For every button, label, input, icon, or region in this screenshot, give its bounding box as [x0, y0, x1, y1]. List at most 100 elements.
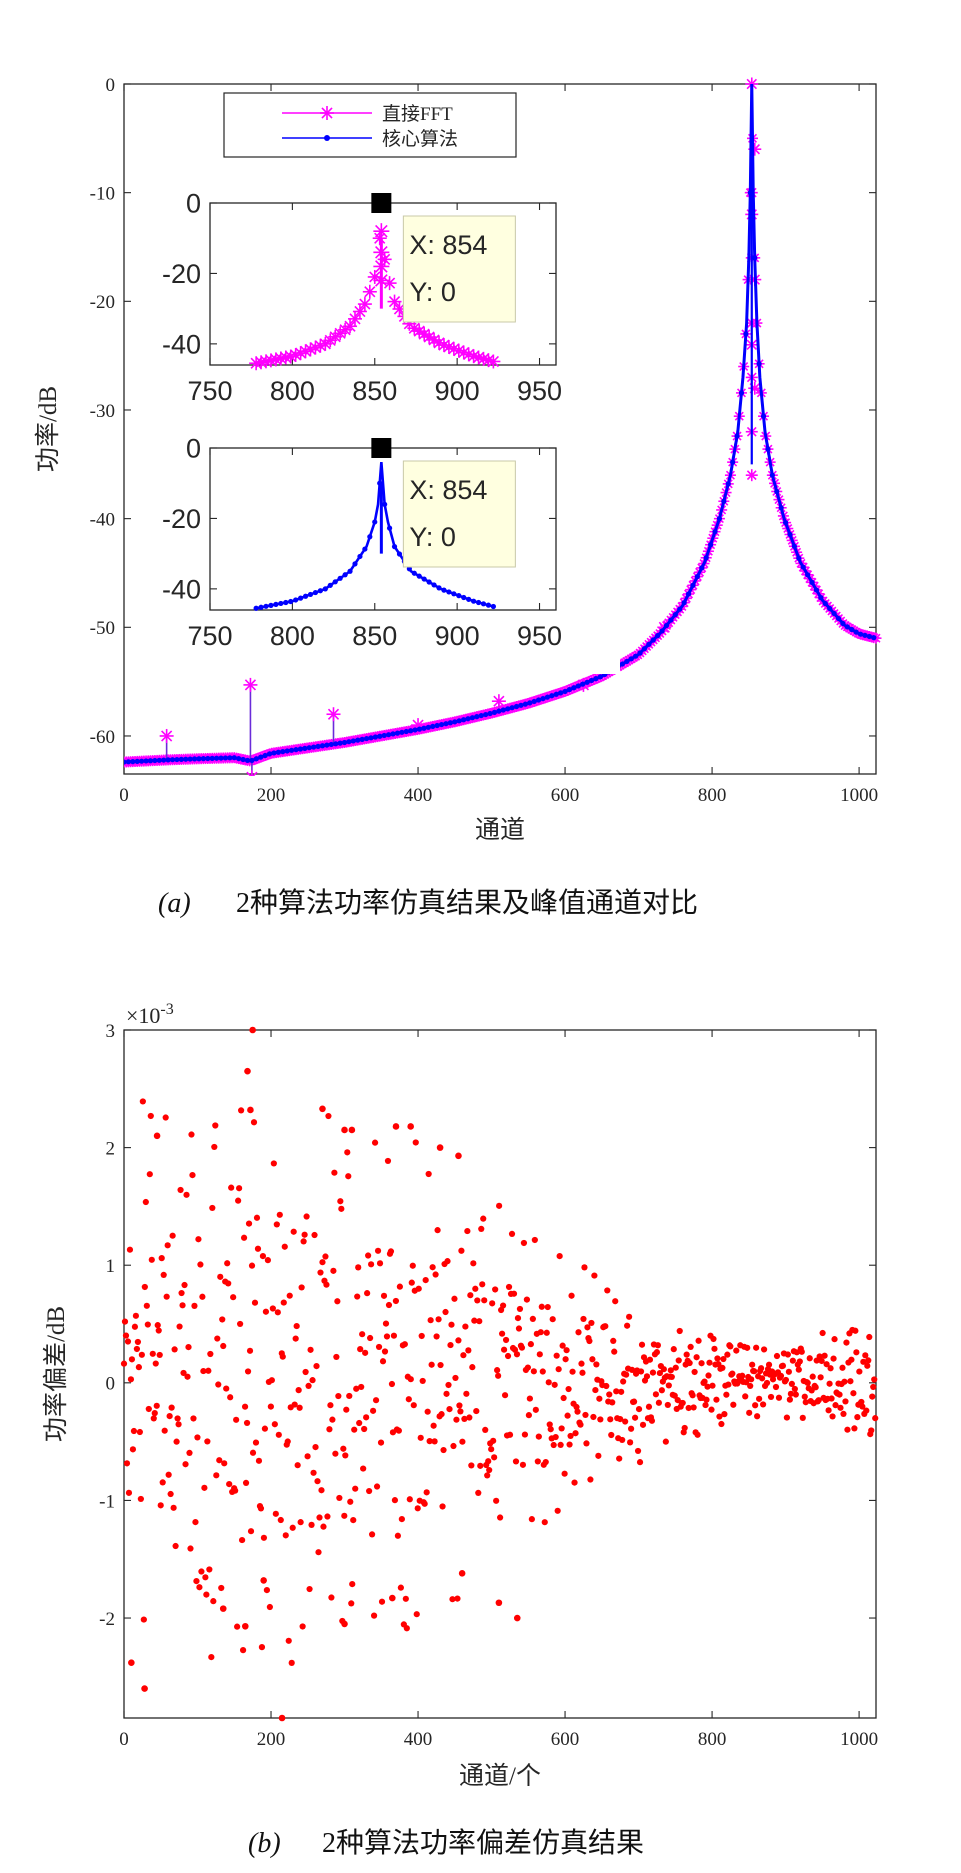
core-algorithm-marker	[280, 749, 286, 755]
core-algorithm-marker	[818, 595, 824, 601]
core-algorithm-marker	[218, 755, 224, 761]
inset-marker	[357, 553, 363, 560]
y-tick-label: 1	[106, 1256, 116, 1277]
data-point	[337, 1198, 344, 1205]
data-point	[323, 1281, 330, 1288]
core-algorithm-marker	[760, 413, 767, 419]
data-point	[412, 1139, 419, 1146]
data-point	[710, 1335, 717, 1343]
data-point	[152, 1360, 159, 1367]
inset-marker	[352, 304, 367, 319]
data-point	[512, 1458, 520, 1465]
data-point	[843, 1339, 850, 1346]
data-point	[220, 1342, 227, 1350]
data-point	[608, 1431, 615, 1439]
core-algorithm-marker	[487, 710, 493, 717]
data-point	[516, 1305, 524, 1313]
data-point	[401, 1341, 408, 1348]
data-point	[134, 1338, 141, 1346]
data-point	[394, 1532, 401, 1539]
data-point	[836, 1391, 843, 1398]
y-tick-label: 0	[186, 189, 201, 219]
data-point	[354, 1293, 361, 1300]
data-point	[272, 1510, 279, 1517]
data-point	[713, 1396, 720, 1403]
data-point	[769, 1376, 777, 1383]
data-point	[429, 1264, 436, 1271]
data-point	[189, 1172, 196, 1179]
data-point	[127, 1376, 135, 1383]
data-point	[793, 1349, 800, 1356]
y-tick-label: -1	[99, 1491, 115, 1512]
data-point	[546, 1421, 553, 1428]
data-point	[693, 1354, 700, 1361]
data-point	[341, 1126, 348, 1134]
data-point	[248, 1262, 256, 1269]
data-point	[155, 1327, 162, 1334]
core-algorithm-marker	[319, 743, 326, 749]
data-point	[368, 1261, 375, 1268]
x-tick-label: 850	[352, 376, 397, 406]
data-point	[527, 1341, 534, 1348]
data-point	[457, 1408, 464, 1415]
data-point	[686, 1359, 693, 1367]
data-point	[559, 1342, 566, 1349]
y-tick-label: -40	[162, 575, 201, 605]
data-point	[319, 1259, 326, 1266]
data-point	[756, 1395, 763, 1402]
data-point	[742, 1393, 749, 1400]
inset-marker	[466, 596, 472, 602]
core-algorithm-marker	[633, 653, 639, 659]
plot-area	[124, 77, 882, 776]
data-point	[689, 1392, 696, 1399]
datatip-y-label: Y: 0	[409, 277, 456, 307]
data-point	[607, 1416, 614, 1423]
data-point	[288, 1659, 295, 1666]
data-point	[786, 1396, 793, 1403]
data-point	[381, 1348, 389, 1355]
data-point	[210, 1598, 217, 1605]
data-point	[430, 1422, 437, 1429]
data-point	[506, 1431, 514, 1438]
core-algorithm-marker	[227, 755, 233, 761]
core-algorithm-marker	[690, 582, 696, 588]
data-point	[216, 1457, 223, 1464]
core-algorithm-marker	[844, 624, 850, 630]
data-point	[311, 1231, 318, 1239]
data-point	[662, 1438, 669, 1445]
data-point	[304, 1453, 311, 1460]
data-point	[772, 1383, 780, 1391]
data-point	[391, 1497, 399, 1504]
data-point	[466, 1414, 473, 1421]
core-algorithm-marker	[191, 756, 198, 762]
data-point	[292, 1335, 299, 1342]
inset-marker	[337, 575, 343, 581]
core-algorithm-marker	[324, 742, 330, 748]
data-point	[303, 1213, 310, 1220]
data-point	[158, 1255, 165, 1262]
data-point	[442, 1308, 449, 1316]
core-algorithm-marker	[659, 628, 665, 634]
data-point	[285, 1637, 292, 1644]
data-point	[589, 1356, 596, 1363]
inset-peak-marker	[373, 272, 390, 289]
data-point	[204, 1438, 211, 1445]
core-algorithm-marker	[743, 331, 749, 337]
core-algorithm-marker	[853, 629, 859, 635]
core-algorithm-marker	[178, 756, 184, 762]
data-point	[543, 1329, 550, 1336]
data-point	[452, 1374, 459, 1382]
data-point	[792, 1391, 799, 1398]
data-point	[489, 1300, 496, 1307]
data-point	[279, 1353, 286, 1360]
data-point	[238, 1107, 245, 1114]
core-algorithm-marker	[271, 750, 277, 756]
data-point	[748, 1376, 755, 1383]
data-point	[447, 1341, 454, 1349]
data-point	[562, 1356, 569, 1363]
x-tick-label: 200	[257, 1729, 286, 1750]
data-point	[369, 1407, 377, 1414]
core-algorithm-marker	[588, 677, 595, 684]
inset-marker	[362, 546, 368, 552]
data-point	[384, 1157, 392, 1165]
